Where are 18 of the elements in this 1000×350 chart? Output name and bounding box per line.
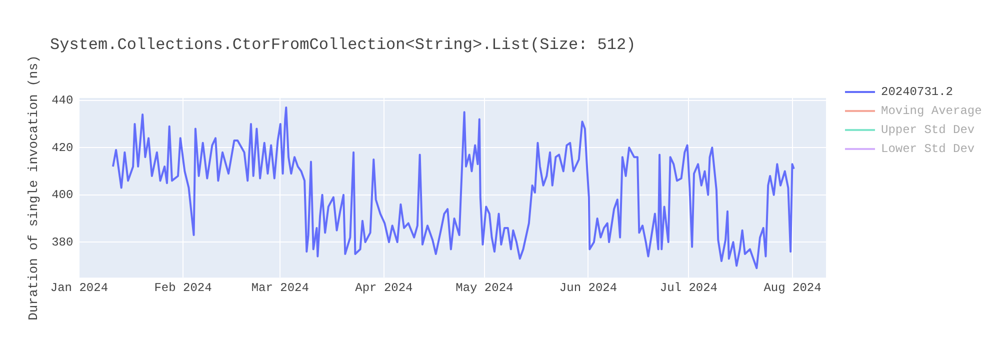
y-axis-title: Duration of single invocation (ns)	[26, 55, 42, 320]
x-tick-label: Apr 2024	[355, 280, 413, 295]
x-tick-label: Mar 2024	[251, 280, 309, 295]
x-tick-label: Feb 2024	[154, 280, 212, 295]
y-tick-label: 420	[52, 140, 74, 155]
legend-label: Moving Average	[881, 104, 982, 118]
y-tick-label: 380	[52, 235, 74, 250]
legend-label: Lower Std Dev	[881, 142, 975, 156]
legend-label: 20240731.2	[881, 84, 954, 98]
x-tick-label: May 2024	[456, 280, 514, 295]
legend-label: Upper Std Dev	[881, 122, 975, 136]
x-tick-label: Aug 2024	[764, 280, 822, 295]
x-tick-label: Jan 2024	[50, 280, 108, 295]
chart-title: System.Collections.CtorFromCollection<String>.List(Size: 512)	[50, 36, 636, 54]
y-tick-label: 440	[52, 94, 74, 108]
y-tick-label: 400	[52, 188, 74, 202]
x-tick-label: Jun 2024	[559, 280, 618, 295]
x-tick-label: Jul 2024	[660, 280, 718, 295]
